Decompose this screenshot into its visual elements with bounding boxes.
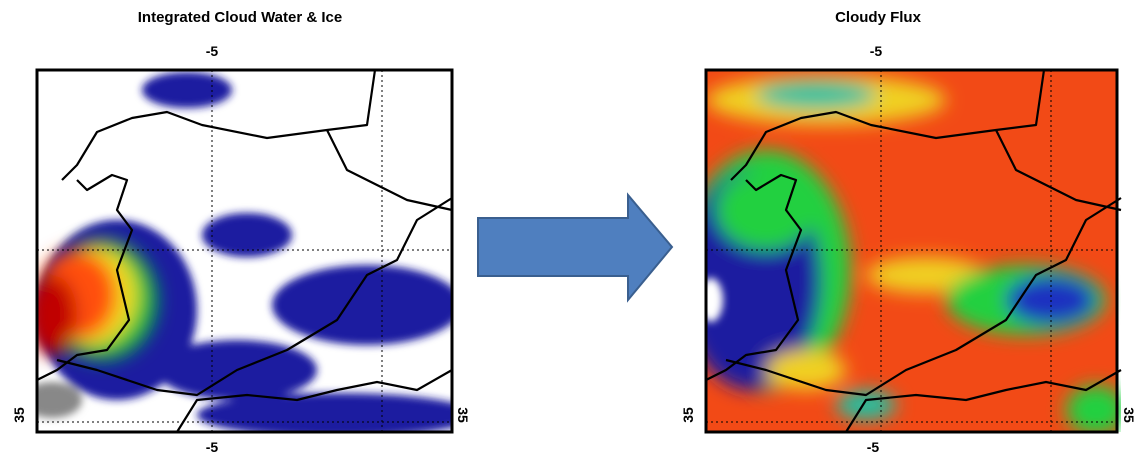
bottom-label: -5 (206, 439, 219, 455)
right-label: 35 (1121, 407, 1135, 423)
figure: Integrated Cloud Water & Ice (0, 0, 1135, 461)
page: {"panels": [ {"title": "Integrated Cloud… (0, 0, 1135, 461)
arrow (478, 195, 672, 300)
left-label: 35 (11, 407, 27, 423)
top-label: -5 (206, 43, 219, 59)
map (681, 70, 1126, 435)
panel-title: Cloudy Flux (835, 9, 921, 26)
panel-title: Integrated Cloud Water & Ice (138, 9, 342, 26)
panel-left: Integrated Cloud Water & Ice (11, 9, 477, 455)
bottom-label: -5 (867, 439, 880, 455)
map (22, 70, 477, 437)
left-label: 35 (680, 407, 696, 423)
top-label: -5 (870, 43, 883, 59)
right-label: 35 (455, 407, 471, 423)
panel-right: Cloudy Flux (680, 9, 1135, 455)
